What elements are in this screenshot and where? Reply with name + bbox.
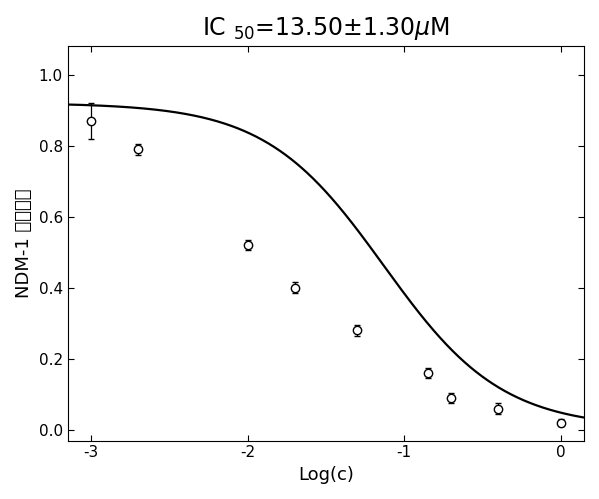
Title: IC $_{50}$=13.50$\pm$1.30$\mu$M: IC $_{50}$=13.50$\pm$1.30$\mu$M <box>202 15 450 42</box>
Y-axis label: NDM-1 剩余活性: NDM-1 剩余活性 <box>15 189 33 298</box>
X-axis label: Log(c): Log(c) <box>298 466 354 484</box>
